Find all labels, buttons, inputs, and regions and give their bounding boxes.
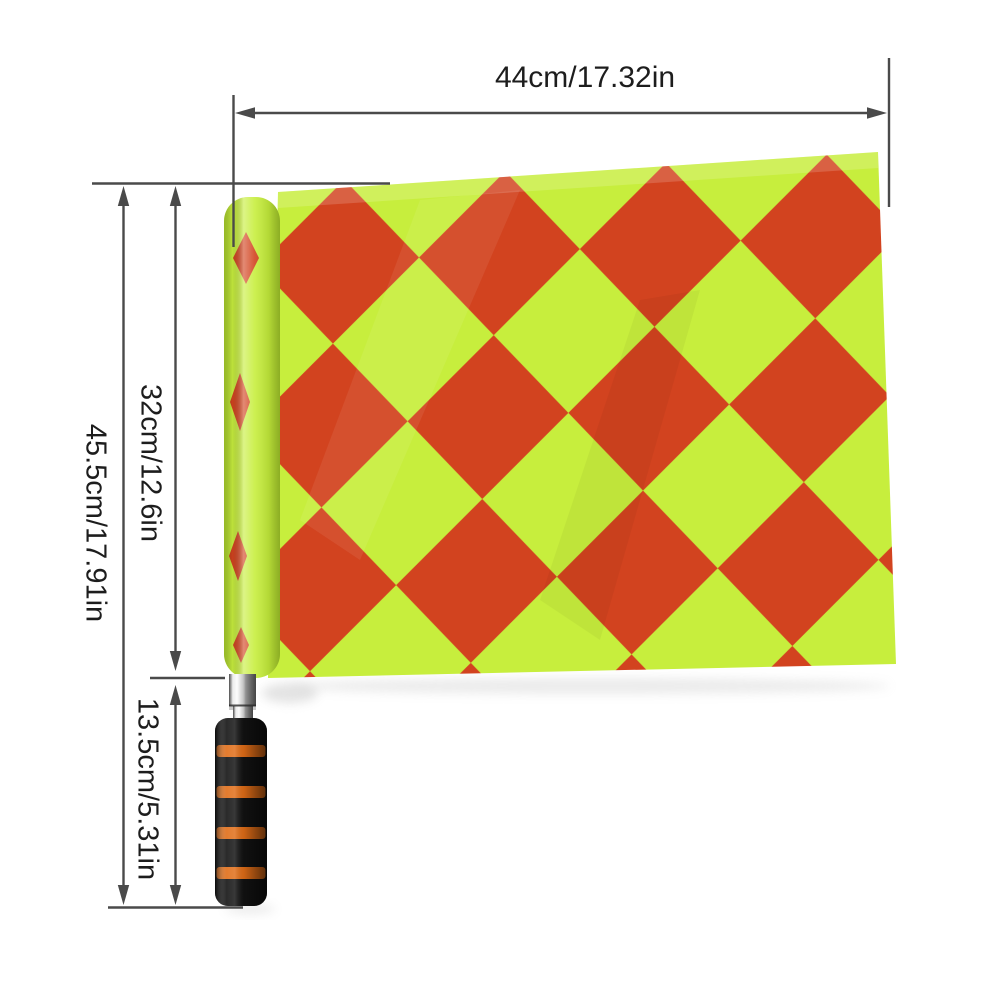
- arrowhead-down-icon: [117, 885, 130, 905]
- arrowhead-down-icon: [169, 651, 182, 671]
- handle-shading: [215, 718, 267, 906]
- flag-section-dimension-label: 32cm/12.6in: [134, 384, 167, 542]
- flag-wrinkle-highlight: [300, 190, 520, 560]
- flag-roll: [224, 197, 280, 678]
- pole-upper-shine: [229, 674, 256, 706]
- total-width-dimension-label: 44cm/17.32in: [494, 61, 676, 94]
- flag-handle: [215, 718, 267, 906]
- arrowhead-up-icon: [117, 186, 130, 206]
- flag-pole: [229, 674, 256, 720]
- product-shadows: [225, 678, 890, 914]
- dimension-lines: [92, 58, 891, 909]
- pole-lower-shine: [233, 706, 253, 720]
- flag-roll-shading: [224, 197, 280, 678]
- total-height-dimension-label: 45.5cm/17.91in: [79, 423, 112, 623]
- dimension-arrowheads: [117, 107, 887, 905]
- handle-section-dimension-label: 13.5cm/5.31in: [131, 697, 164, 881]
- arrowhead-up-icon: [169, 186, 182, 206]
- flag-cloth-body: [268, 152, 896, 678]
- flag-top-fold-highlight: [278, 152, 878, 208]
- arrowhead-right-icon: [867, 107, 887, 119]
- arrowhead-up-icon: [169, 685, 182, 705]
- arrowhead-down-icon: [169, 885, 182, 905]
- arrowhead-left-icon: [235, 107, 255, 119]
- flag-wrinkle-shadow: [540, 290, 700, 640]
- flag-cloth: [268, 152, 896, 678]
